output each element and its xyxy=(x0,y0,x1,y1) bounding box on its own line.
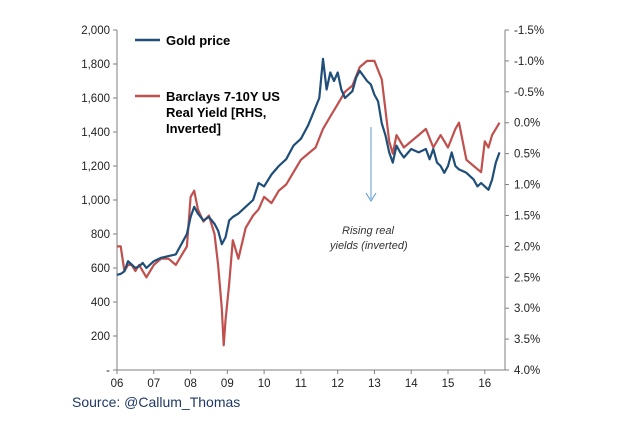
x-tick-label: 11 xyxy=(295,378,307,390)
right-tick-label: 1.0% xyxy=(514,180,540,192)
left-tick-label: 800 xyxy=(91,229,110,241)
legend-yield-label: Barclays 7-10Y US Real Yield [RHS, Inverte… xyxy=(166,89,280,136)
x-tick-label: 12 xyxy=(331,378,344,390)
left-tick-label: 1,400 xyxy=(81,127,110,139)
x-tick-label: 08 xyxy=(184,378,197,390)
x-tick-label: 10 xyxy=(258,378,271,390)
right-tick-label: 3.5% xyxy=(514,334,540,346)
x-tick-label: 06 xyxy=(111,378,124,390)
left-tick-label: 400 xyxy=(91,297,110,309)
x-tick-label: 09 xyxy=(221,378,234,390)
real-yield-line xyxy=(117,59,501,347)
annotation-line-1: Rising real xyxy=(342,225,395,237)
left-tick-label: 1,200 xyxy=(81,161,110,173)
gold-price-line xyxy=(116,57,501,276)
x-tick-label: 13 xyxy=(368,378,381,390)
annotation-line-2: yields (inverted) xyxy=(329,240,408,252)
left-tick-label: 1,800 xyxy=(81,59,110,71)
right-tick-label: 3.0% xyxy=(514,303,540,315)
x-tick-label: 15 xyxy=(442,378,455,390)
left-tick-label: 2,000 xyxy=(81,25,110,37)
x-tick-label: 16 xyxy=(478,378,491,390)
left-tick-label: 600 xyxy=(91,263,110,275)
right-tick-label: 2.5% xyxy=(514,272,540,284)
right-tick-label: 1.5% xyxy=(514,210,540,222)
left-tick-label: - xyxy=(106,365,110,377)
legend-gold-label: Gold price xyxy=(166,33,230,48)
right-tick-label: 0.5% xyxy=(514,149,540,161)
source-label: Source: @Callum_Thomas xyxy=(72,394,241,410)
left-tick-label: 1,600 xyxy=(81,93,110,105)
right-tick-label: -0.5% xyxy=(514,87,544,99)
right-tick-label: 0.0% xyxy=(514,118,540,130)
right-tick-label: -1.0% xyxy=(514,56,544,68)
x-tick-label: 07 xyxy=(147,378,160,390)
x-tick-label: 14 xyxy=(405,378,418,390)
annotation-arrow-head xyxy=(365,192,377,202)
left-tick-label: 200 xyxy=(91,331,110,343)
right-tick-label: 2.0% xyxy=(514,241,540,253)
left-tick-label: 1,000 xyxy=(81,195,110,207)
right-tick-label: -1.5% xyxy=(514,25,544,37)
right-tick-label: 4.0% xyxy=(514,365,540,377)
